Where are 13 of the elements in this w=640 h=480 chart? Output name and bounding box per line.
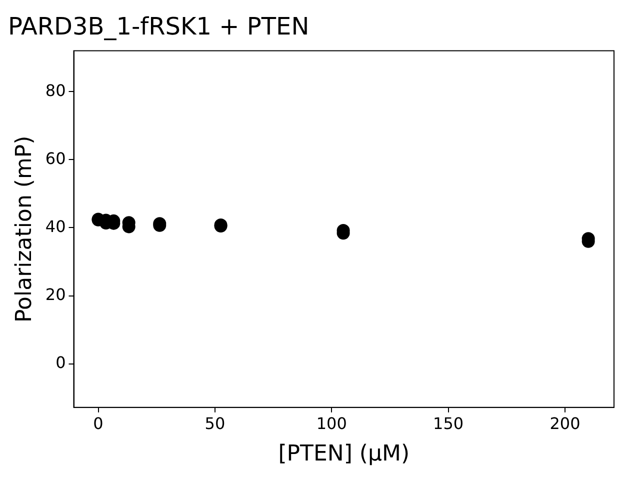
chart-title: PARD3B_1-fRSK1 + PTEN [8,12,310,41]
y-tick-label: 20 [45,284,66,304]
x-tick-label: 50 [204,414,226,434]
x-tick-label: 200 [550,414,580,434]
x-axis-title: [PTEN] (µM) [278,442,410,467]
y-tick-label: 40 [45,216,66,236]
y-tick-label: 0 [56,353,66,372]
x-tick-label: 100 [316,414,347,434]
y-tick-label: 60 [45,148,66,168]
y-tick-label: 80 [45,80,66,100]
x-tick-label: 0 [93,414,104,434]
x-tick-label: 150 [433,414,464,434]
y-axis-title: Polarization (mP) [12,136,37,322]
